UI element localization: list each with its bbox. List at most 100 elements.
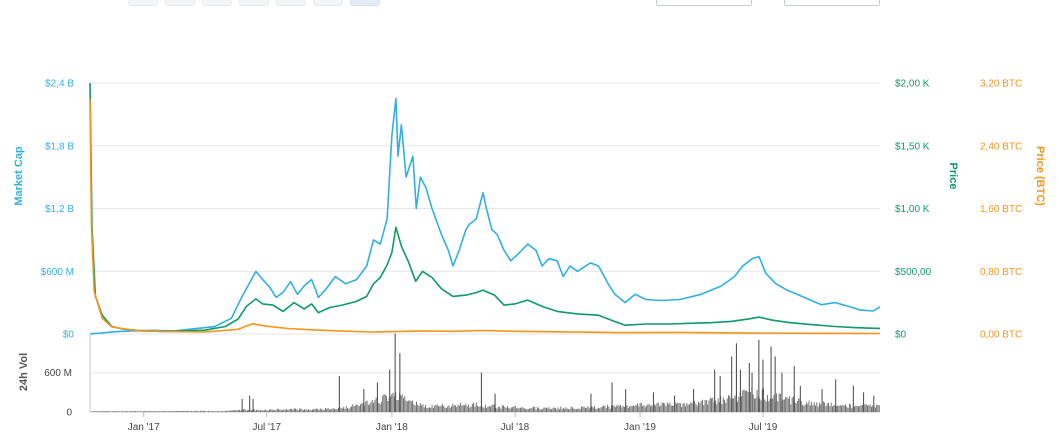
volume-bar [539,409,541,412]
volume-bar [510,407,512,412]
volume-bar [529,408,530,412]
zoom-button[interactable] [165,0,195,6]
volume-bar [664,403,666,412]
zoom-button[interactable] [202,0,232,6]
volume-bar [608,406,610,412]
volume-bar [390,396,391,412]
zoom-button[interactable] [239,0,269,6]
volume-bar [314,409,316,412]
date-from-input[interactable] [656,0,752,6]
volume-bar [180,411,182,412]
volume-bar [648,404,650,412]
volume-spike [821,389,823,412]
volume-bar [824,402,826,412]
volume-bar [105,411,107,412]
volume-bar [761,389,763,412]
volume-bar [785,396,787,412]
volume-bar [516,408,517,412]
volume-bar [513,406,515,412]
volume-bar [362,402,364,412]
volume-bar [709,397,711,412]
volume-bar [878,405,880,412]
market-cap-tick: $1,2 B [45,204,74,215]
volume-bar [783,399,785,412]
date-to-input[interactable] [784,0,880,6]
volume-bar [793,396,794,412]
volume-bar [670,405,672,412]
volume-bar [859,406,861,412]
volume-bar [425,405,426,412]
back-icon[interactable]: ‹ [96,0,101,4]
volume-bar [672,405,673,412]
volume-bar [193,410,195,412]
volume-bar [724,399,725,412]
volume-bar [483,407,485,412]
volume-spike [394,333,396,412]
volume-bar [366,400,368,412]
volume-bar [235,410,237,412]
volume-bar [254,410,256,412]
volume-spike [781,372,783,412]
volume-bar [855,405,857,412]
volume-bar [119,411,121,412]
volume-bar [486,407,488,412]
volume-bar [479,406,481,412]
volume-bar [365,401,367,412]
volume-bar [318,410,320,412]
volume-bar [171,411,173,412]
zoom-button-active[interactable] [350,0,380,6]
volume-bar [344,408,346,412]
volume-bar [349,407,351,412]
volume-bar [685,406,686,412]
volume-bar [509,408,511,412]
volume-bar [552,408,554,412]
volume-bar [278,408,280,412]
volume-bar [94,411,96,412]
volume-bar [122,411,124,412]
volume-bar [468,404,469,412]
volume-bar [776,393,777,412]
volume-bar [839,404,841,412]
volume-bar [269,409,270,412]
volume-bar [787,398,789,412]
volume-bar [609,408,611,412]
volume-bar [267,410,269,412]
volume-bar [715,400,716,412]
volume-bar [501,404,503,412]
zoom-button[interactable] [313,0,343,6]
price-btc-tick: 3,20 BTC [980,79,1022,90]
volume-bar [343,407,345,412]
volume-bar [694,400,696,412]
zoom-button[interactable] [128,0,158,6]
volume-bar [822,401,824,412]
volume-bar [561,409,563,412]
volume-bar [876,404,878,412]
volume-spike [735,343,737,412]
volume-bar [214,411,216,412]
volume-spike [674,395,676,412]
volume-bar [838,405,840,412]
volume-bar [449,407,451,412]
volume-bar [244,408,246,412]
volume-bar [755,398,757,412]
volume-bar [157,411,159,412]
volume-bar [149,411,151,412]
volume-bar [668,404,670,412]
volume-bar [248,409,250,412]
volume-bar [435,404,437,412]
volume-bar [283,409,285,412]
volume-bar [247,410,248,412]
volume-bar [345,406,347,412]
volume-spike [389,369,391,412]
volume-bar [201,410,203,412]
volume-bar [442,403,443,412]
volume-bar [690,402,692,412]
volume-bars [91,333,880,412]
volume-bar [500,408,502,412]
volume-bar [583,406,585,412]
volume-bar [676,403,677,412]
zoom-button[interactable] [276,0,306,6]
volume-bar [222,411,224,412]
volume-bar [460,402,462,412]
volume-bar [353,406,355,412]
